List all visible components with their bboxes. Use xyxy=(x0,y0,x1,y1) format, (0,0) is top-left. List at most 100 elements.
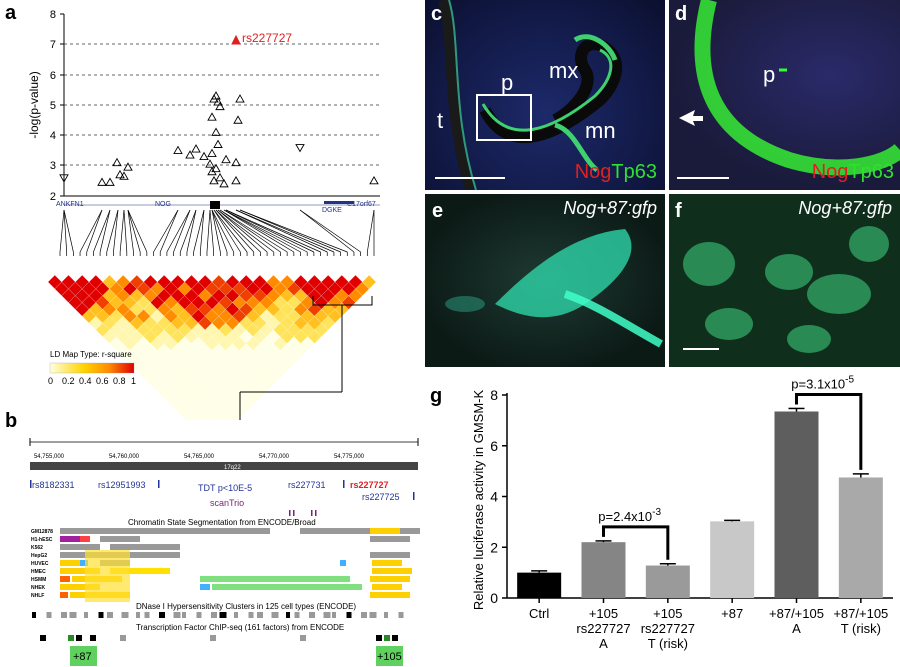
ytick: 4 xyxy=(50,130,56,142)
fan-line xyxy=(225,209,315,253)
tfbs-peak xyxy=(68,635,74,641)
dnase-cluster xyxy=(159,612,165,618)
coord-label: 54,775,000 xyxy=(334,454,365,460)
coord-label: 54,765,000 xyxy=(184,454,215,460)
x-tick-label: +87/+105 xyxy=(769,606,824,621)
y-axis-label: -log(p-value) xyxy=(27,71,41,138)
dnase-cluster xyxy=(309,612,315,618)
fan-line xyxy=(219,209,281,253)
fan-line xyxy=(225,209,321,253)
fan-line xyxy=(211,209,235,253)
dnase-cluster xyxy=(219,612,227,618)
fan-line xyxy=(166,209,191,253)
fan-line xyxy=(213,209,248,253)
ytick: 2 xyxy=(50,191,56,203)
ld-legend-title: LD Map Type: r-square xyxy=(50,350,132,359)
fan-line xyxy=(59,209,65,253)
enhancer-label: +105 xyxy=(377,651,402,663)
fan-line xyxy=(239,209,341,253)
x-tick-label: rs227727 xyxy=(576,621,630,636)
chromatin-segment xyxy=(60,560,80,566)
tfbs-peak xyxy=(40,635,46,641)
x-tick-label: +105 xyxy=(589,606,618,621)
dnase-cluster xyxy=(196,612,202,618)
chromatin-segment xyxy=(60,584,100,590)
dnase-title: DNase I Hypersensitivity Clusters in 125… xyxy=(136,602,356,611)
ld-legend-tick: 0 xyxy=(48,376,53,386)
x-tick-label: A xyxy=(599,636,608,651)
chromatin-segment xyxy=(370,528,400,534)
svg-text:HSMM: HSMM xyxy=(31,577,46,583)
bar xyxy=(645,565,690,598)
fan-line xyxy=(127,209,141,253)
snp-marker xyxy=(173,145,183,155)
coord-label: 54,760,000 xyxy=(109,454,140,460)
fan-line xyxy=(127,209,148,253)
dnase-cluster xyxy=(346,612,352,618)
snp-label: rs12951993 xyxy=(98,480,146,490)
chromatin-segment xyxy=(80,536,90,542)
snp-marker xyxy=(105,177,115,186)
chromatin-tracks xyxy=(60,528,420,602)
ytick: 5 xyxy=(50,100,56,112)
fan-line xyxy=(63,209,68,253)
dnase-cluster xyxy=(107,612,113,618)
tfbs-peak xyxy=(76,635,82,641)
coord-label: 54,770,000 xyxy=(259,454,290,460)
snp-marker xyxy=(215,101,225,111)
chromatin-segment xyxy=(60,536,80,542)
ld-legend-tick: 0.4 xyxy=(79,376,92,386)
panel-label-e: e xyxy=(432,200,444,222)
dnase-cluster xyxy=(294,612,300,618)
fan-line xyxy=(299,209,361,253)
micrograph-c: t p mx mn NogTp63 xyxy=(425,0,665,190)
fan-line xyxy=(211,209,221,253)
dnase-cluster xyxy=(84,612,88,618)
ld-legend-tick: 1 xyxy=(131,376,136,386)
chromatin-segment xyxy=(200,584,210,590)
manhattan-plot: 2 3 4 5 6 7 8 -log(p-value) rs227727 ANK… xyxy=(27,9,380,420)
chromatin-segment xyxy=(300,528,420,534)
fan-line xyxy=(193,209,205,253)
label-t: t xyxy=(437,108,444,133)
fan-line xyxy=(209,209,215,253)
dnase-cluster xyxy=(121,612,129,618)
chromatin-segment xyxy=(60,528,270,534)
fan-line xyxy=(99,209,111,253)
tfbs-title: Transcription Factor ChIP-seq (161 facto… xyxy=(136,623,344,632)
snp-label: rs227731 xyxy=(288,480,326,490)
significance-bracket xyxy=(795,392,863,470)
snp-marker xyxy=(215,172,225,182)
bar xyxy=(710,521,755,598)
dnase-cluster xyxy=(384,612,388,618)
snp-marker xyxy=(205,159,215,168)
fan-line xyxy=(93,209,111,253)
dnase-cluster xyxy=(98,612,104,618)
micrograph-e: Nog+87:gfp xyxy=(425,194,665,367)
scantrio-label: scanTrio xyxy=(210,498,244,508)
ld-cell xyxy=(224,418,228,420)
y-tick-label: 2 xyxy=(490,539,498,555)
x-tick-label: T (risk) xyxy=(841,621,881,636)
ld-legend-tick: 0.8 xyxy=(113,376,126,386)
fan-line xyxy=(106,209,119,253)
enhancer-label: +87 xyxy=(73,651,92,663)
y-tick-label: 8 xyxy=(490,387,498,403)
p-value-label: p=2.4x10-3 xyxy=(598,507,661,524)
snp-marker xyxy=(211,163,221,173)
ld-legend-tick: 0.2 xyxy=(62,376,75,386)
snp-marker xyxy=(211,127,221,136)
ytick: 8 xyxy=(50,9,56,21)
snp-marker xyxy=(119,171,129,180)
panel-label-d: d xyxy=(675,3,688,25)
label-mx: mx xyxy=(549,58,579,83)
fan-line xyxy=(235,209,328,253)
dnase-cluster xyxy=(32,612,36,618)
panel-label-c: c xyxy=(431,3,443,25)
chromatin-segment xyxy=(60,568,100,574)
fan-line xyxy=(86,209,103,253)
micrograph-f: Nog+87:gfp xyxy=(669,194,900,367)
gene-label: ANKFN1 xyxy=(56,201,84,208)
dnase-cluster xyxy=(182,612,186,618)
fan-line xyxy=(199,209,205,253)
